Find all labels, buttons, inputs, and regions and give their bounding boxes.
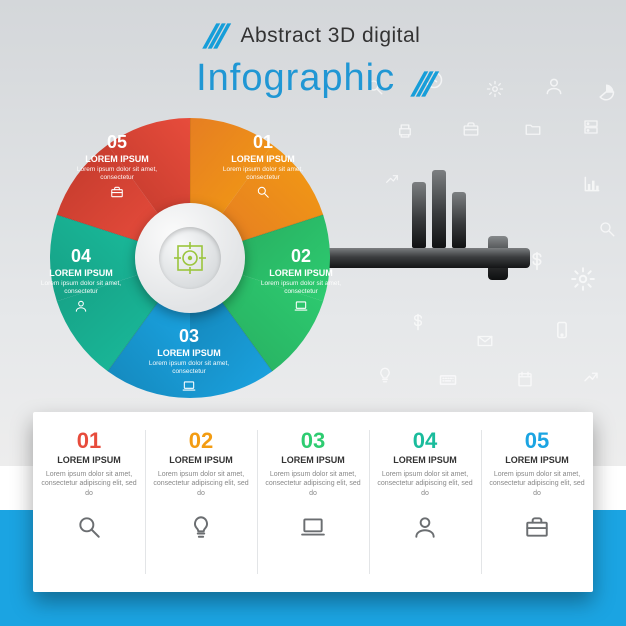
segment-number: 05 <box>62 132 172 153</box>
segment-label-05: 05 LOREM IPSUM Lorem ipsum dolor sit ame… <box>62 132 172 202</box>
card-title: LOREM IPSUM <box>377 455 473 465</box>
segment-body: Lorem ipsum dolor sit amet, consectetur <box>246 280 356 296</box>
header-line1: Abstract 3D digital <box>240 24 420 47</box>
bottom-panel: 01 LOREM IPSUM Lorem ipsum dolor sit ame… <box>0 466 626 626</box>
lightbulb-icon <box>376 366 394 390</box>
card-number: 03 <box>265 428 361 454</box>
card-body: Lorem ipsum dolor sit amet, consectetur … <box>489 470 585 498</box>
segment-number: 04 <box>26 246 136 267</box>
header: /// Abstract 3D digital Infographic /// <box>0 0 626 105</box>
key-bit-2 <box>432 170 446 248</box>
laptop-icon <box>265 512 361 542</box>
slash-right-icon: /// <box>406 66 437 105</box>
card-number: 05 <box>489 428 585 454</box>
card-column-05: 05 LOREM IPSUM Lorem ipsum dolor sit ame… <box>481 412 593 592</box>
top-panel: /// Abstract 3D digital Infographic /// … <box>0 0 626 466</box>
segment-label-01: 01 LOREM IPSUM Lorem ipsum dolor sit ame… <box>208 132 318 202</box>
center-disc <box>135 203 245 313</box>
info-card: 01 LOREM IPSUM Lorem ipsum dolor sit ame… <box>33 412 593 592</box>
briefcase-icon <box>462 120 480 144</box>
phone-icon <box>552 320 572 346</box>
lightbulb-icon <box>153 512 249 542</box>
card-column-02: 02 LOREM IPSUM Lorem ipsum dolor sit ame… <box>145 412 257 592</box>
card-number: 01 <box>41 428 137 454</box>
laptop-icon <box>246 299 356 316</box>
laptop-icon <box>134 379 244 396</box>
graph-icon <box>582 174 602 200</box>
card-body: Lorem ipsum dolor sit amet, consectetur … <box>377 470 473 498</box>
segment-number: 01 <box>208 132 318 153</box>
card-column-01: 01 LOREM IPSUM Lorem ipsum dolor sit ame… <box>33 412 145 592</box>
segment-body: Lorem ipsum dolor sit amet, consectetur <box>134 360 244 376</box>
segment-title: LOREM IPSUM <box>62 154 172 164</box>
briefcase-icon <box>62 185 172 202</box>
person-icon <box>26 299 136 316</box>
card-body: Lorem ipsum dolor sit amet, consectetur … <box>41 470 137 498</box>
card-title: LOREM IPSUM <box>489 455 585 465</box>
key-bit-1 <box>412 182 426 248</box>
card-body: Lorem ipsum dolor sit amet, consectetur … <box>265 470 361 498</box>
magnifier-icon <box>41 512 137 542</box>
card-column-04: 04 LOREM IPSUM Lorem ipsum dolor sit ame… <box>369 412 481 592</box>
card-body: Lorem ipsum dolor sit amet, consectetur … <box>153 470 249 498</box>
card-title: LOREM IPSUM <box>265 455 361 465</box>
dollar-icon <box>408 312 428 338</box>
target-icon <box>159 227 221 289</box>
key-bit-3 <box>452 192 466 248</box>
segment-body: Lorem ipsum dolor sit amet, consectetur <box>26 280 136 296</box>
folder-icon <box>524 120 542 144</box>
arrow-icon <box>384 170 400 193</box>
header-line2: Infographic <box>196 57 395 99</box>
segment-label-03: 03 LOREM IPSUM Lorem ipsum dolor sit ame… <box>134 326 244 396</box>
infographic-page: /// Abstract 3D digital Infographic /// … <box>0 0 626 626</box>
calendar-icon <box>516 370 534 394</box>
arrow-icon <box>582 368 600 392</box>
card-title: LOREM IPSUM <box>153 455 249 465</box>
card-number: 04 <box>377 428 473 454</box>
card-column-03: 03 LOREM IPSUM Lorem ipsum dolor sit ame… <box>257 412 369 592</box>
gear-icon <box>570 266 596 298</box>
person-icon <box>377 512 473 542</box>
magnifier-icon <box>208 185 318 202</box>
server-icon <box>582 118 600 142</box>
segment-number: 02 <box>246 246 356 267</box>
segment-title: LOREM IPSUM <box>26 268 136 278</box>
segment-label-02: 02 LOREM IPSUM Lorem ipsum dolor sit ame… <box>246 246 356 316</box>
card-title: LOREM IPSUM <box>41 455 137 465</box>
magnifier-icon <box>598 220 616 244</box>
keyboard-icon <box>438 370 458 396</box>
segment-body: Lorem ipsum dolor sit amet, consectetur <box>208 166 318 182</box>
briefcase-icon <box>489 512 585 542</box>
segment-title: LOREM IPSUM <box>246 268 356 278</box>
segment-number: 03 <box>134 326 244 347</box>
printer-icon <box>396 122 414 146</box>
pie-chart: 01 LOREM IPSUM Lorem ipsum dolor sit ame… <box>50 118 330 398</box>
card-number: 02 <box>153 428 249 454</box>
segment-title: LOREM IPSUM <box>208 154 318 164</box>
segment-title: LOREM IPSUM <box>134 348 244 358</box>
envelope-icon <box>476 332 494 356</box>
segment-label-04: 04 LOREM IPSUM Lorem ipsum dolor sit ame… <box>26 246 136 316</box>
segment-body: Lorem ipsum dolor sit amet, consectetur <box>62 166 172 182</box>
slash-left-icon: /// <box>199 18 230 57</box>
